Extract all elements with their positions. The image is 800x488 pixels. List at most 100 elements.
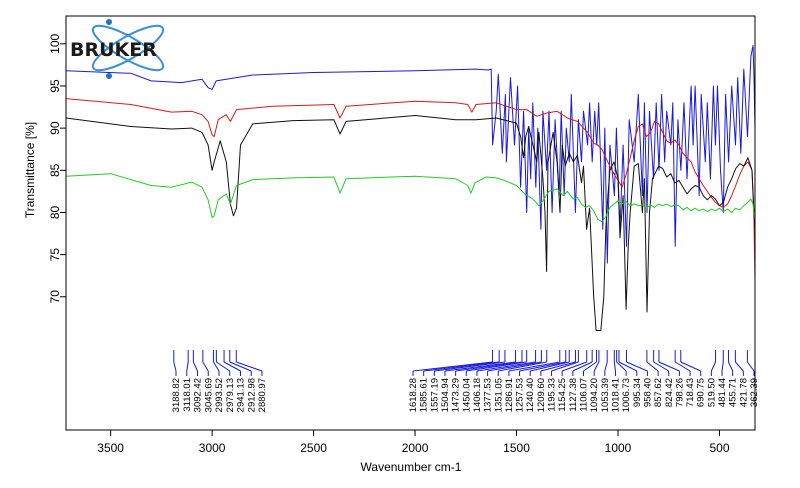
peak-connector-fan bbox=[444, 361, 516, 372]
peak-label: 690.75 bbox=[696, 378, 707, 407]
peak-connector-fan bbox=[646, 361, 659, 372]
peak-label-group: 1351.05 bbox=[493, 350, 548, 412]
peak-label: 1154.25 bbox=[557, 378, 568, 412]
peak-connector-fan bbox=[710, 361, 716, 372]
peak-label-group: 2941.13 bbox=[223, 350, 247, 412]
peak-label: 1473.29 bbox=[451, 378, 462, 412]
peak-label: 421.78 bbox=[738, 378, 749, 407]
peak-connector-fan bbox=[613, 361, 616, 372]
peak-connector-fan bbox=[626, 361, 648, 372]
peak-connector-fan bbox=[236, 361, 263, 372]
peak-label-group: 1209.60 bbox=[536, 350, 576, 412]
peak-connector-fan bbox=[202, 361, 209, 372]
peak-label: 455.71 bbox=[728, 378, 739, 407]
logo-dot-2 bbox=[106, 73, 112, 79]
peak-connector-fan bbox=[216, 361, 231, 372]
peak-label: 995.34 bbox=[632, 378, 643, 407]
peak-label: 2941.13 bbox=[236, 378, 247, 412]
peak-label: 2880.97 bbox=[257, 378, 268, 412]
peak-connector-fan bbox=[455, 361, 523, 372]
x-tick-label: 1500 bbox=[503, 441, 530, 455]
peak-connector-fan bbox=[186, 361, 189, 372]
peak-connector-fan bbox=[434, 361, 505, 372]
peak-connector-fan bbox=[618, 361, 638, 372]
peak-label: 798.26 bbox=[674, 378, 685, 407]
peak-label: 1450.04 bbox=[461, 378, 472, 412]
peak-label: 2993.52 bbox=[214, 378, 225, 412]
x-tick-label: 2500 bbox=[300, 441, 327, 455]
peak-label-group: 1127.38 bbox=[568, 350, 593, 412]
peak-label: 1006.73 bbox=[621, 378, 632, 412]
peak-label: 3188.82 bbox=[171, 378, 182, 412]
peak-label-group: 1286.91 bbox=[504, 350, 561, 412]
peak-label-group: 1154.25 bbox=[557, 350, 588, 412]
peak-label: 1377.53 bbox=[483, 378, 494, 412]
peak-connector-fan bbox=[476, 361, 536, 372]
peak-label: 2979.13 bbox=[225, 378, 236, 412]
peak-label-group: 1018.41 bbox=[610, 350, 621, 412]
peak-label-group: 1557.19 bbox=[429, 350, 506, 412]
peak-connector-fan bbox=[616, 361, 627, 372]
peak-label-group: 455.71 bbox=[728, 350, 739, 407]
x-tick-label: 500 bbox=[709, 441, 729, 455]
x-tick-label: 3000 bbox=[199, 441, 226, 455]
x-axis-title: Wavenumber cm-1 bbox=[361, 460, 462, 474]
peak-label-group: 1618.28 bbox=[408, 350, 494, 412]
peak-connector-fan bbox=[734, 361, 744, 372]
series-line-4 bbox=[65, 173, 756, 223]
peak-label: 3092.42 bbox=[193, 378, 204, 412]
peak-connector-fan bbox=[192, 361, 198, 372]
peak-label-group: 2979.13 bbox=[215, 350, 236, 412]
peak-label: 824.42 bbox=[664, 378, 675, 407]
peak-connector-fan bbox=[604, 361, 608, 372]
peak-label-group: 1195.33 bbox=[547, 350, 579, 412]
peak-label-group: 1585.61 bbox=[419, 350, 500, 412]
peak-label-group: 2993.52 bbox=[212, 350, 225, 412]
peak-label-group: 1377.53 bbox=[483, 350, 542, 412]
peak-connector-fan bbox=[540, 361, 576, 372]
peak-label-group: 1473.29 bbox=[451, 350, 523, 412]
peak-label-group: 1053.39 bbox=[600, 350, 611, 412]
plot-frame bbox=[65, 15, 756, 431]
y-tick-label: 70 bbox=[48, 290, 62, 304]
peak-label: 1240.40 bbox=[525, 378, 536, 412]
peak-label-group: 824.42 bbox=[653, 350, 675, 407]
series-layer bbox=[65, 45, 756, 331]
peak-label-group: 857.62 bbox=[646, 350, 664, 407]
peak-label-group: 2880.97 bbox=[235, 350, 268, 412]
peak-label: 1504.94 bbox=[440, 378, 451, 412]
peak-label-group: 2912.98 bbox=[229, 350, 257, 412]
peak-connector-fan bbox=[229, 361, 252, 372]
peak-connector-fan bbox=[747, 361, 755, 372]
peak-label: 1406.18 bbox=[472, 378, 483, 412]
y-tick-label: 100 bbox=[48, 33, 62, 53]
peak-label: 2912.98 bbox=[246, 378, 257, 412]
peak-connector-fan bbox=[551, 361, 579, 372]
logo-orbit-2 bbox=[91, 24, 165, 72]
peak-connector-fan bbox=[519, 361, 566, 372]
peak-label: 1351.05 bbox=[493, 378, 504, 412]
x-tick-label: 2000 bbox=[402, 441, 429, 455]
series-line-3 bbox=[65, 115, 756, 331]
peak-label: 1053.39 bbox=[600, 378, 611, 412]
peak-label-group: 3045.69 bbox=[202, 350, 214, 412]
peak-connector-fan bbox=[466, 361, 527, 372]
peak-connector-fan bbox=[213, 361, 220, 372]
peak-label: 1209.60 bbox=[536, 378, 547, 412]
peak-connector-fan bbox=[728, 361, 734, 372]
peak-label-group: 1106.07 bbox=[579, 350, 597, 412]
peak-connector-fan bbox=[487, 361, 542, 372]
bruker-logo-text: BRUKER bbox=[70, 39, 157, 61]
peak-label: 1106.07 bbox=[579, 378, 590, 412]
peak-label: 3045.69 bbox=[203, 378, 214, 412]
bruker-logo: BRUKER bbox=[70, 19, 165, 79]
peak-label-group: 1006.73 bbox=[616, 350, 632, 412]
peak-connector-fan bbox=[173, 361, 177, 372]
y-tick-label: 80 bbox=[48, 205, 62, 219]
peak-connector-fan bbox=[658, 361, 680, 372]
peak-label-group: 421.78 bbox=[734, 350, 749, 407]
peak-label-group: 1504.94 bbox=[440, 350, 517, 412]
peak-label: 519.50 bbox=[706, 378, 717, 407]
